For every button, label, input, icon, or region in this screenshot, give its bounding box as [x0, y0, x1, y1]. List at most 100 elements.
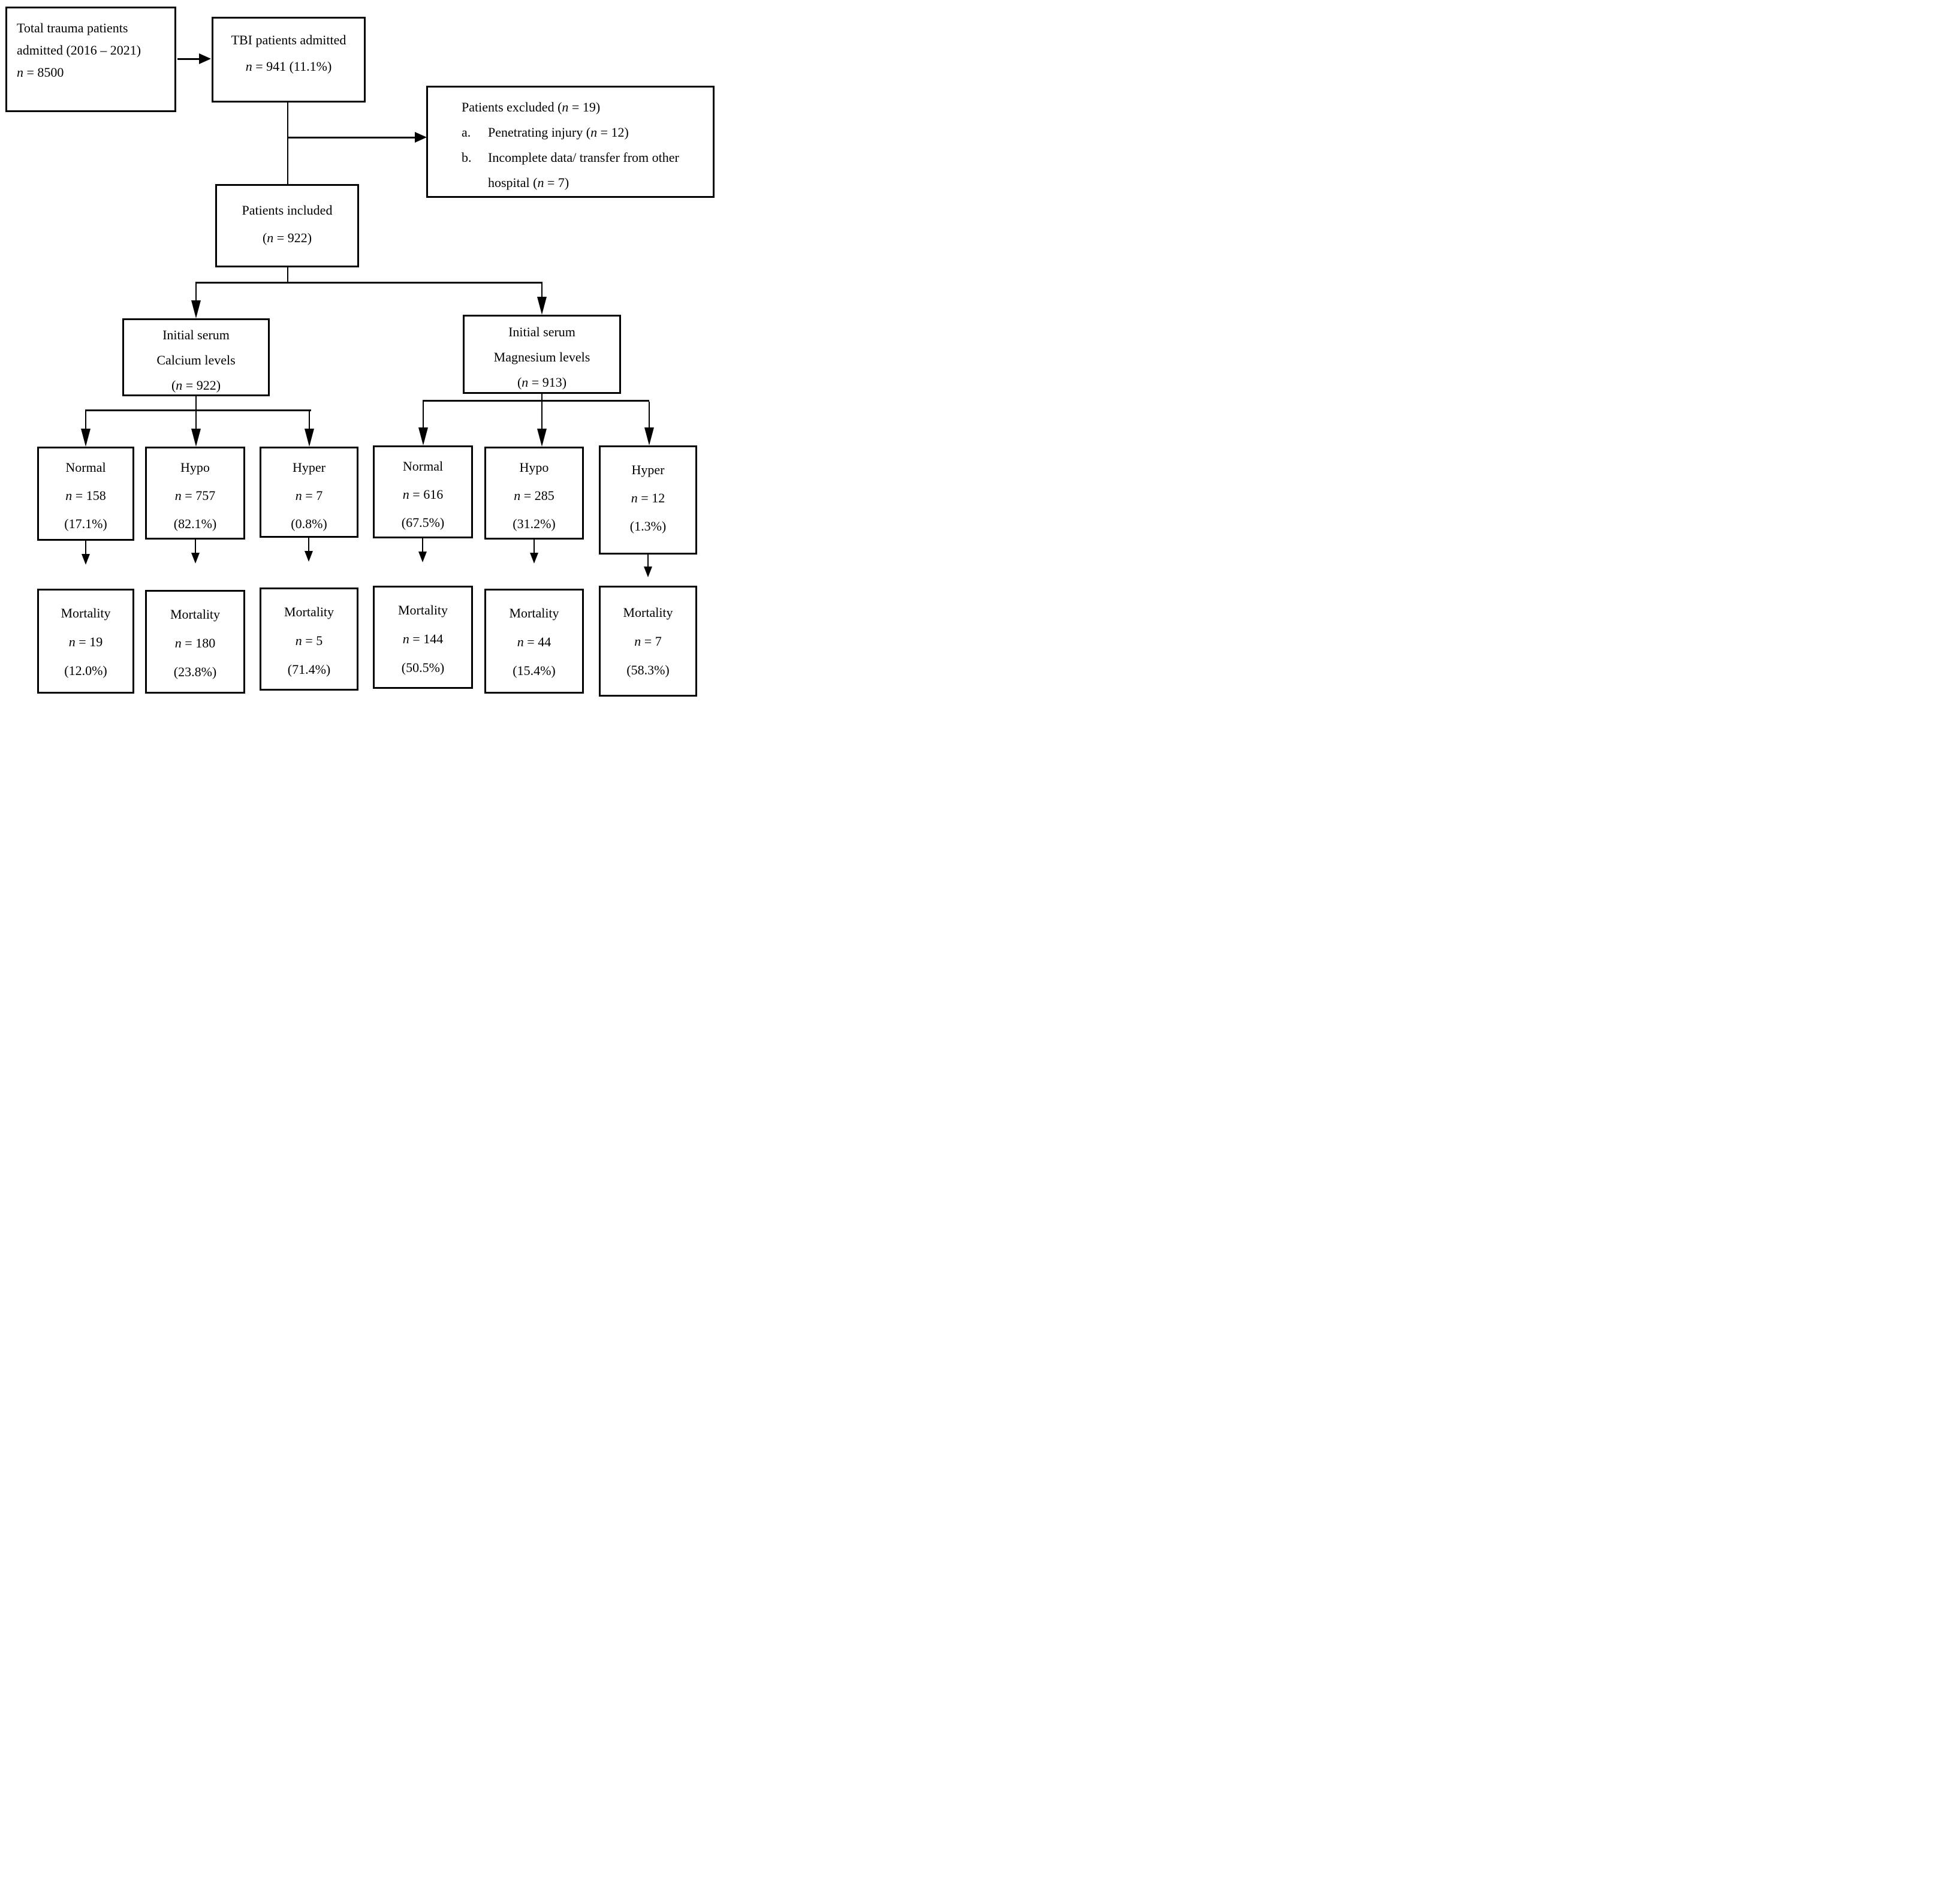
connector-to-ca-hypo-line — [195, 411, 197, 429]
box-text-line: (23.8%) — [173, 664, 217, 679]
box-text-line: (50.5%) — [401, 660, 445, 675]
box-text-line: Mortality — [509, 605, 559, 620]
arrowhead-into-excluded-icon — [415, 132, 427, 143]
box-text-line: admitted (2016 – 2021) — [17, 43, 141, 58]
connector-to-excluded-line — [288, 137, 415, 138]
box-text-line: n = 144 — [402, 631, 444, 646]
arrowhead-into-mg-hypo-icon — [537, 429, 547, 447]
connector-to-ca-normal-line — [85, 411, 86, 429]
box-mortality-calcium-hyper: Mortality n = 5 (71.4%) — [260, 588, 358, 691]
connector-magnesium-down-line — [541, 394, 543, 401]
box-text-line: Hyper — [631, 462, 665, 477]
box-text-line: n = 7 — [634, 634, 662, 649]
connector-ca-normal-to-mortality-line — [85, 541, 86, 554]
arrowhead-into-tbi-icon — [199, 53, 211, 64]
box-text-line: n = 19 — [68, 634, 103, 649]
box-text-line: Normal — [65, 460, 106, 475]
box-text-line: (15.4%) — [513, 663, 556, 678]
excluded-list-marker: b. — [462, 150, 472, 165]
connector-included-down-line — [287, 267, 288, 283]
box-text-line: Initial serum — [162, 327, 230, 342]
arrowhead-mortality-ca-normal-icon — [82, 554, 90, 565]
connector-total-to-tbi-line — [177, 58, 199, 60]
box-mortality-magnesium-hypo: Mortality n = 44 (15.4%) — [484, 589, 584, 694]
box-text-line: n = 5 — [295, 633, 323, 648]
box-text-line: Mortality — [397, 602, 448, 617]
connector-mg-hyper-to-mortality-line — [647, 555, 649, 567]
arrowhead-mortality-ca-hypo-icon — [191, 553, 200, 564]
box-text-line: n = 757 — [174, 488, 216, 503]
connector-to-mg-hypo-line — [541, 402, 543, 429]
arrowhead-mortality-mg-hypo-icon — [530, 553, 538, 564]
box-calcium-normal: Normal n = 158 (17.1%) — [37, 447, 134, 541]
box-text-line: Normal — [402, 459, 444, 474]
box-text-line: n = 7 — [295, 488, 323, 503]
excluded-list-text: Penetrating injury (n = 12) — [488, 125, 629, 140]
arrowhead-into-ca-normal-icon — [81, 429, 91, 447]
box-tbi-patients-admitted: TBI patients admitted n = 941 (11.1%) — [212, 17, 366, 103]
box-mortality-magnesium-hyper: Mortality n = 7 (58.3%) — [599, 586, 697, 697]
box-mortality-calcium-normal: Mortality n = 19 (12.0%) — [37, 589, 134, 694]
box-text-line: (17.1%) — [64, 516, 107, 531]
split-line-calcium — [85, 409, 311, 411]
connector-to-mg-normal-line — [423, 402, 424, 427]
box-text-line: (n = 922) — [262, 230, 312, 245]
box-patients-included: Patients included (n = 922) — [215, 184, 359, 267]
box-text-line: n = 158 — [65, 488, 106, 503]
box-text-line: (12.0%) — [64, 663, 107, 678]
box-text-line: Patients included — [242, 203, 333, 218]
box-text-line: Mortality — [623, 605, 673, 620]
box-text-line: (67.5%) — [401, 515, 445, 530]
box-text-line: Total trauma patients — [17, 20, 128, 35]
arrowhead-into-mg-normal-icon — [418, 427, 428, 445]
box-text-line: (1.3%) — [629, 519, 667, 534]
excluded-list-marker: a. — [462, 125, 471, 140]
box-text-line: (n = 922) — [171, 378, 221, 393]
arrowhead-into-ca-hyper-icon — [305, 429, 314, 447]
box-text-line: (58.3%) — [626, 662, 670, 677]
box-mortality-magnesium-normal: Mortality n = 144 (50.5%) — [373, 586, 473, 689]
arrowhead-into-mg-hyper-icon — [644, 427, 654, 445]
box-magnesium-normal: Normal n = 616 (67.5%) — [373, 445, 473, 538]
box-text-line: n = 616 — [402, 487, 444, 502]
connector-ca-hyper-to-mortality-line — [308, 538, 309, 551]
arrowhead-mortality-mg-hyper-icon — [644, 567, 652, 577]
box-text-line: Hypo — [180, 460, 210, 475]
box-magnesium-hyper: Hyper n = 12 (1.3%) — [599, 445, 697, 555]
box-text-line: TBI patients admitted — [231, 32, 346, 47]
arrowhead-mortality-ca-hyper-icon — [305, 551, 313, 562]
connector-ca-hypo-to-mortality-line — [195, 540, 196, 553]
box-text-line: Mortality — [170, 607, 221, 622]
box-text-line: n = 44 — [517, 634, 551, 649]
box-text-line: Hyper — [293, 460, 326, 475]
box-text-line: Mortality — [61, 605, 111, 620]
arrowhead-into-calcium-icon — [191, 300, 201, 318]
connector-mg-hypo-to-mortality-line — [534, 540, 535, 553]
box-calcium-hypo: Hypo n = 757 (82.1%) — [145, 447, 245, 540]
box-text-line: n = 941 (11.1%) — [245, 59, 332, 74]
box-text-line: n = 285 — [514, 488, 554, 503]
box-text-line: (31.2%) — [513, 516, 556, 531]
arrowhead-into-magnesium-icon — [537, 297, 547, 315]
box-text-line: n = 180 — [174, 635, 216, 650]
connector-tbi-to-included-line — [287, 103, 288, 184]
connector-to-ca-hyper-line — [309, 411, 310, 429]
box-text-line: (71.4%) — [287, 662, 331, 677]
box-text-line: Mortality — [284, 604, 334, 619]
excluded-list-text: Incomplete data/ transfer from other hos… — [488, 150, 679, 190]
box-text-line: Magnesium levels — [493, 350, 590, 364]
box-total-trauma-patients: Total trauma patients admitted (2016 – 20… — [5, 7, 176, 112]
box-calcium-hyper: Hyper n = 7 (0.8%) — [260, 447, 358, 538]
box-text-line: n = 8500 — [17, 65, 64, 80]
box-text-line: (0.8%) — [291, 516, 327, 531]
split-line-included — [195, 282, 543, 284]
box-text-line: Initial serum — [508, 324, 575, 339]
connector-to-calcium-line — [195, 284, 197, 300]
box-patients-excluded: Patients excluded (n = 19) a. Penetrating … — [426, 86, 715, 198]
split-line-magnesium — [423, 400, 649, 402]
connector-mg-normal-to-mortality-line — [422, 538, 423, 552]
excluded-list-item: b. Incomplete data/ transfer from other h… — [462, 145, 708, 195]
box-magnesium-hypo: Hypo n = 285 (31.2%) — [484, 447, 584, 540]
box-text-line: Calcium levels — [156, 353, 236, 367]
connector-calcium-down-line — [195, 396, 197, 411]
